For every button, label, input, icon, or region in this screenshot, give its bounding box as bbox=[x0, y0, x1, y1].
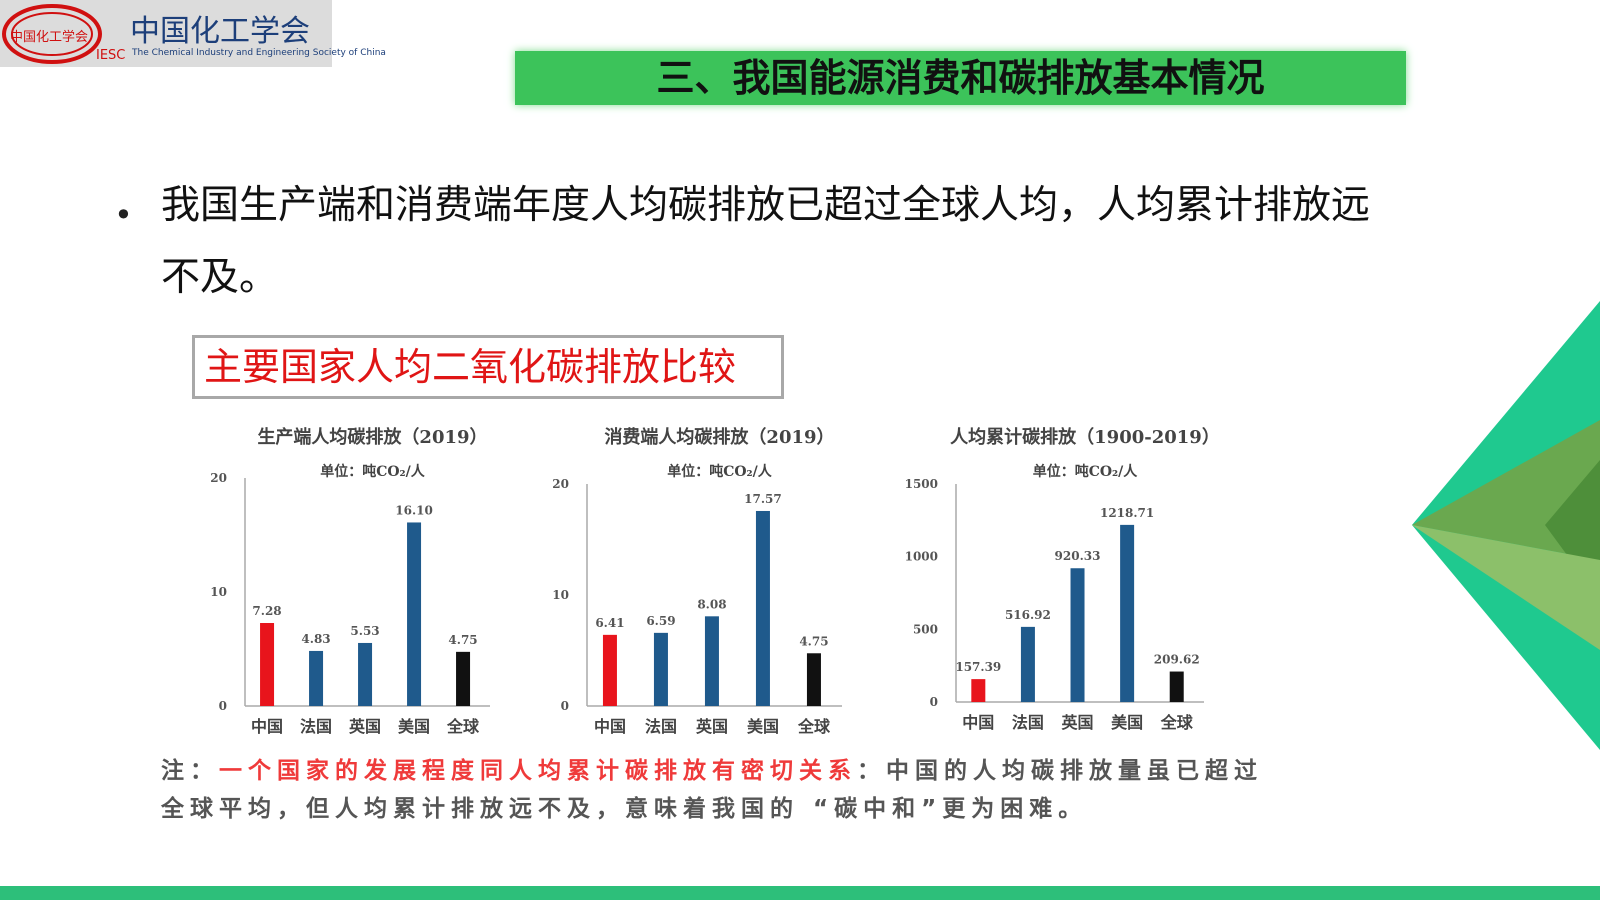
value-label: 8.08 bbox=[697, 597, 726, 611]
x-tick-label: 法国 bbox=[300, 717, 332, 736]
y-tick-label: 0 bbox=[561, 699, 569, 713]
bar bbox=[1120, 524, 1135, 702]
value-label: 4.83 bbox=[301, 632, 330, 646]
bar bbox=[358, 642, 373, 706]
x-tick-label: 英国 bbox=[348, 717, 381, 736]
logo-english: The Chemical Industry and Engineering So… bbox=[132, 48, 386, 58]
chart-title: 生产端人均碳排放（2019） bbox=[257, 426, 487, 448]
value-label: 4.75 bbox=[448, 633, 477, 647]
chart-subtitle: 单位：吨CO₂/人 bbox=[1033, 463, 1139, 480]
y-tick-label: 20 bbox=[552, 477, 569, 491]
value-label: 6.59 bbox=[646, 614, 675, 628]
x-tick-label: 中国 bbox=[594, 717, 626, 736]
x-tick-label: 全球 bbox=[1160, 713, 1194, 732]
value-label: 1218.71 bbox=[1100, 506, 1154, 520]
x-tick-label: 法国 bbox=[645, 717, 677, 736]
box-title: 主要国家人均二氧化碳排放比较 bbox=[204, 345, 737, 389]
bar bbox=[260, 623, 275, 706]
x-tick-label: 中国 bbox=[251, 717, 283, 736]
logo: 中国化工学会 IESC 中国化工学会 The Chemical Industry… bbox=[0, 0, 386, 67]
y-tick-label: 20 bbox=[210, 471, 227, 485]
y-tick-label: 0 bbox=[219, 699, 227, 713]
logo-emblem bbox=[2, 4, 102, 64]
value-label: 157.39 bbox=[955, 660, 1001, 674]
chart-subtitle: 单位：吨CO₂/人 bbox=[320, 463, 426, 480]
note-label: 注： bbox=[161, 758, 219, 784]
x-tick-label: 英国 bbox=[695, 717, 728, 736]
y-tick-label: 0 bbox=[930, 695, 938, 709]
value-label: 209.62 bbox=[1154, 653, 1200, 667]
chart-subtitle: 单位：吨CO₂/人 bbox=[667, 463, 773, 480]
y-tick-label: 500 bbox=[913, 622, 938, 636]
chart-title: 人均累计碳排放（1900-2019） bbox=[950, 426, 1220, 448]
bar bbox=[704, 616, 719, 706]
bar bbox=[602, 634, 617, 706]
bar bbox=[407, 522, 422, 706]
value-label: 516.92 bbox=[1005, 608, 1051, 622]
decoration bbox=[1412, 525, 1600, 650]
y-tick-label: 10 bbox=[210, 585, 227, 599]
bullet-text: 我国生产端和消费端年度人均碳排放已超过全球人均，人均累计排放远不及。 bbox=[161, 183, 1371, 300]
logo-abbr: IESC bbox=[96, 48, 126, 63]
value-label: 17.57 bbox=[744, 492, 782, 506]
chart-title: 消费端人均碳排放（2019） bbox=[604, 426, 834, 448]
x-tick-label: 美国 bbox=[747, 717, 779, 736]
x-tick-label: 英国 bbox=[1061, 713, 1094, 732]
bullet-dot: • bbox=[114, 196, 133, 234]
x-tick-label: 全球 bbox=[797, 717, 831, 736]
x-tick-label: 中国 bbox=[962, 713, 994, 732]
y-tick-label: 1000 bbox=[905, 550, 938, 564]
x-tick-label: 美国 bbox=[1111, 713, 1143, 732]
bar bbox=[755, 510, 770, 706]
bar bbox=[1020, 626, 1035, 702]
bar bbox=[971, 679, 986, 702]
bottom-bar bbox=[0, 886, 1600, 900]
value-label: 7.28 bbox=[252, 604, 281, 618]
logo-name: 中国化工学会 bbox=[130, 14, 310, 49]
bar bbox=[1070, 568, 1085, 702]
x-tick-label: 美国 bbox=[398, 717, 430, 736]
note-highlight: 一个国家的发展程度同人均累计碳排放有密切关系 bbox=[219, 758, 857, 784]
y-tick-label: 10 bbox=[552, 588, 569, 602]
header-title: 三、我国能源消费和碳排放基本情况 bbox=[656, 56, 1265, 100]
logo-badge: 中国化工学会 bbox=[10, 30, 89, 45]
x-tick-label: 法国 bbox=[1012, 713, 1044, 732]
note-text: ：中国的人均碳排放量虽已超过全球平均，但人均累计排放远不及，意味着我国的 “碳中… bbox=[161, 758, 1263, 822]
bar bbox=[1169, 671, 1184, 702]
box-frame bbox=[192, 335, 784, 399]
value-label: 920.33 bbox=[1055, 549, 1101, 563]
y-tick-label: 1500 bbox=[905, 477, 938, 491]
value-label: 4.75 bbox=[799, 634, 828, 648]
bar bbox=[653, 632, 668, 706]
bar bbox=[806, 653, 821, 706]
bar bbox=[456, 651, 471, 706]
header-bar bbox=[515, 51, 1406, 105]
value-label: 6.41 bbox=[595, 616, 624, 630]
value-label: 5.53 bbox=[350, 624, 379, 638]
x-tick-label: 全球 bbox=[446, 717, 480, 736]
value-label: 16.10 bbox=[395, 503, 433, 517]
bar bbox=[309, 650, 324, 706]
note: 注：一个国家的发展程度同人均累计碳排放有密切关系：中国的人均碳排放量虽已超过全球… bbox=[161, 752, 1276, 828]
